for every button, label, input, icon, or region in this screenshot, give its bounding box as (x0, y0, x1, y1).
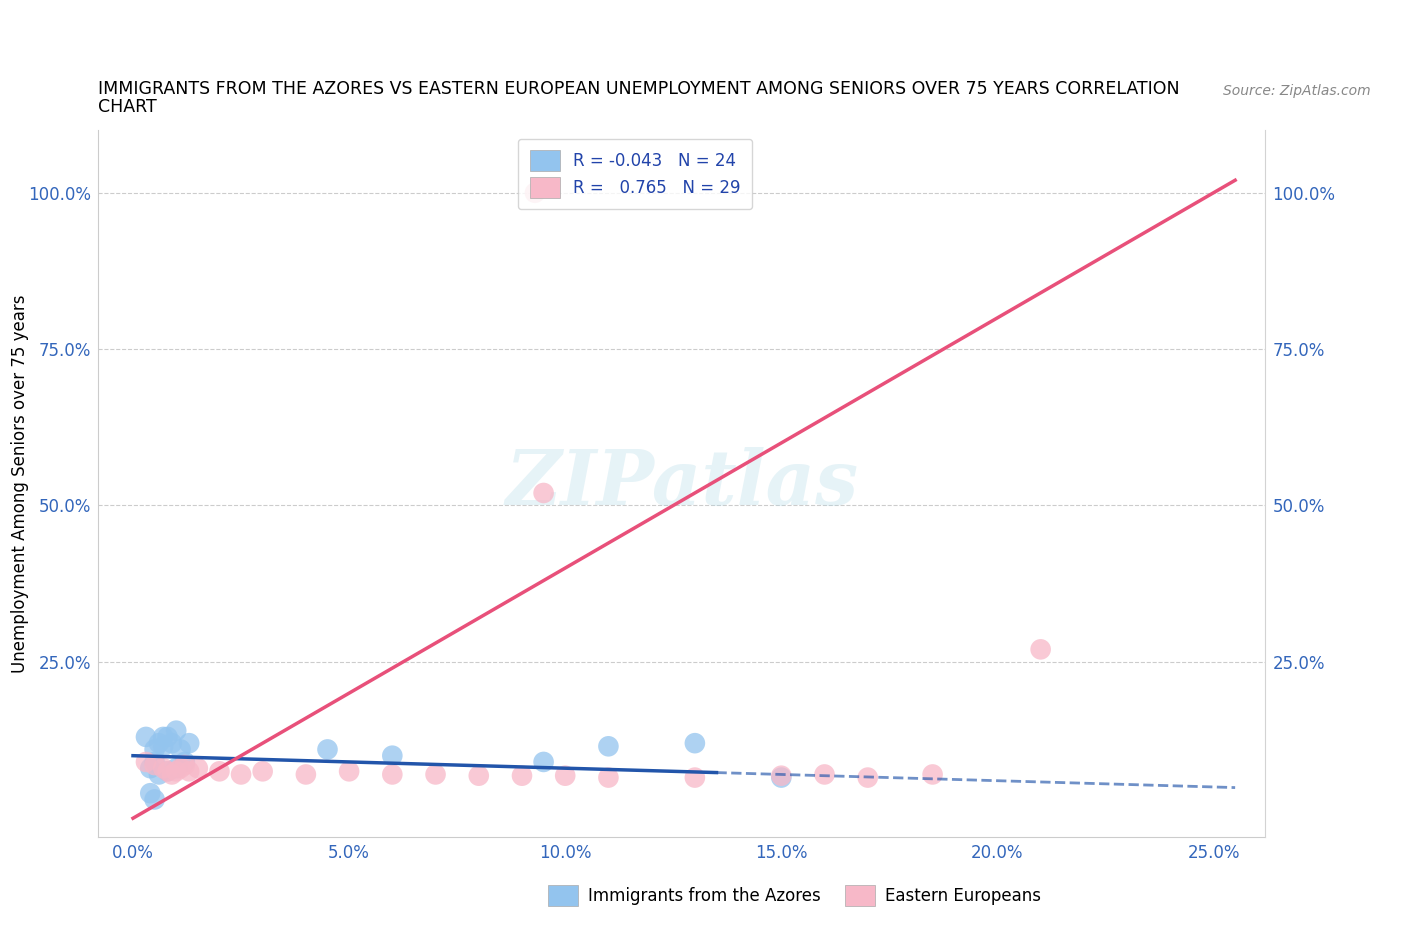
Point (143, 742, 166, 757)
Point (160, 736, 183, 751)
Point (598, 738, 620, 753)
Point (554, 768, 576, 783)
Point (921, 767, 943, 782)
Point (152, 729, 174, 744)
Point (533, 485, 555, 500)
Point (135, 754, 157, 769)
Point (156, 729, 179, 744)
Text: CHART: CHART (98, 99, 157, 116)
Point (598, 770, 620, 785)
Point (143, 792, 166, 807)
Point (169, 761, 191, 776)
Point (468, 768, 491, 783)
Point (683, 736, 706, 751)
Point (152, 761, 174, 776)
Point (229, 767, 252, 782)
Point (165, 724, 187, 738)
Point (139, 786, 162, 801)
Point (135, 729, 157, 744)
Point (425, 767, 447, 782)
Point (208, 764, 231, 778)
Point (856, 770, 879, 785)
Point (316, 742, 339, 757)
Y-axis label: Unemployment Among Seniors over 75 years: Unemployment Among Seniors over 75 years (11, 295, 30, 672)
Point (179, 764, 201, 778)
Point (173, 758, 195, 773)
Legend: Immigrants from the Azores, Eastern Europeans: Immigrants from the Azores, Eastern Euro… (541, 879, 1047, 912)
Point (139, 761, 162, 776)
Point (252, 764, 274, 778)
Point (179, 736, 201, 751)
Point (143, 758, 166, 773)
Point (770, 770, 793, 785)
Point (143, 754, 166, 769)
Point (381, 749, 404, 764)
Point (337, 764, 360, 778)
Point (156, 764, 179, 778)
Point (523, 185, 546, 200)
Legend: R = -0.043   N = 24, R =   0.765   N = 29: R = -0.043 N = 24, R = 0.765 N = 29 (519, 139, 752, 209)
Point (533, 754, 555, 769)
Point (148, 736, 170, 751)
Text: ZIPatlas: ZIPatlas (505, 446, 859, 521)
Point (295, 767, 318, 782)
Point (381, 767, 404, 782)
Point (187, 761, 209, 776)
Point (160, 767, 183, 782)
Point (165, 764, 187, 778)
Point (169, 742, 191, 757)
Point (173, 754, 195, 769)
Text: IMMIGRANTS FROM THE AZORES VS EASTERN EUROPEAN UNEMPLOYMENT AMONG SENIORS OVER 7: IMMIGRANTS FROM THE AZORES VS EASTERN EU… (98, 80, 1180, 98)
Point (1029, 642, 1052, 657)
Point (770, 768, 793, 783)
Point (683, 770, 706, 785)
Point (165, 761, 187, 776)
Text: Source: ZipAtlas.com: Source: ZipAtlas.com (1223, 84, 1371, 98)
Point (152, 738, 174, 753)
Point (510, 768, 533, 783)
Point (813, 767, 835, 782)
Point (148, 767, 170, 782)
Point (156, 764, 179, 778)
